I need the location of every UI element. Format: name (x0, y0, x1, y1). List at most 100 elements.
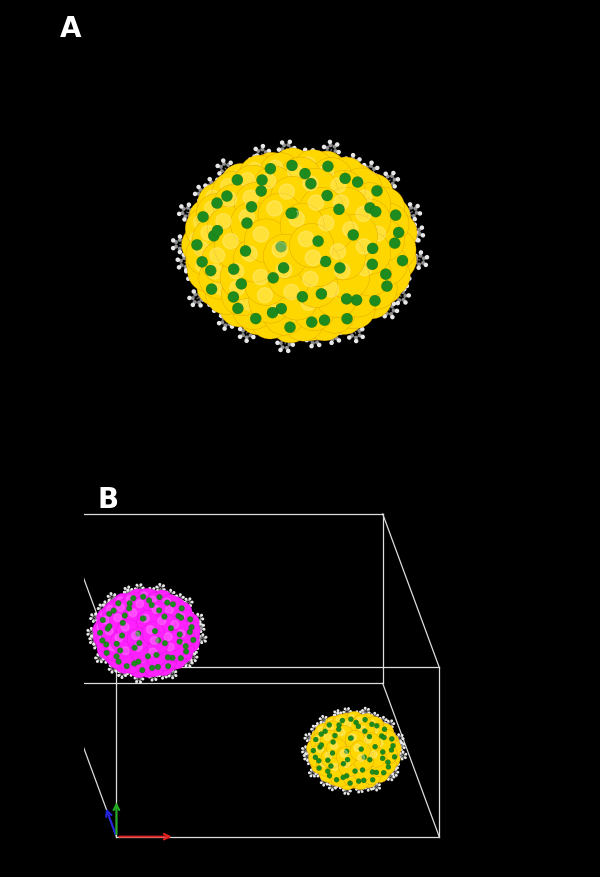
Circle shape (398, 764, 400, 765)
Circle shape (127, 641, 146, 660)
Circle shape (355, 202, 358, 204)
Circle shape (372, 202, 377, 207)
Circle shape (272, 326, 276, 331)
Circle shape (90, 633, 92, 636)
Circle shape (165, 619, 172, 626)
Circle shape (307, 759, 308, 761)
Circle shape (291, 307, 305, 321)
Circle shape (196, 625, 197, 627)
Circle shape (133, 668, 134, 670)
Circle shape (156, 594, 163, 601)
Circle shape (330, 152, 334, 156)
Circle shape (259, 170, 265, 175)
Circle shape (401, 290, 405, 294)
Circle shape (374, 303, 378, 307)
Circle shape (317, 745, 323, 752)
Circle shape (274, 319, 278, 323)
Circle shape (403, 744, 404, 745)
Circle shape (185, 660, 188, 662)
Circle shape (350, 169, 353, 172)
Circle shape (226, 246, 230, 249)
Circle shape (371, 717, 372, 719)
Circle shape (269, 317, 273, 320)
Circle shape (128, 667, 130, 669)
Circle shape (316, 729, 319, 731)
Circle shape (139, 606, 141, 608)
Circle shape (410, 229, 413, 232)
Circle shape (339, 786, 341, 788)
Circle shape (113, 664, 115, 666)
Circle shape (328, 241, 331, 244)
Circle shape (311, 729, 313, 730)
Circle shape (385, 186, 389, 189)
Circle shape (148, 660, 155, 667)
Circle shape (323, 749, 325, 750)
Circle shape (203, 188, 207, 191)
Circle shape (135, 666, 137, 667)
Circle shape (327, 175, 330, 179)
Circle shape (128, 595, 130, 598)
Circle shape (408, 277, 411, 280)
Circle shape (251, 164, 255, 168)
Circle shape (389, 737, 394, 741)
Circle shape (196, 627, 197, 629)
Circle shape (268, 287, 271, 289)
Circle shape (115, 667, 117, 668)
Circle shape (259, 169, 262, 172)
Circle shape (115, 601, 116, 602)
Circle shape (134, 667, 136, 668)
Circle shape (118, 674, 119, 676)
Circle shape (185, 208, 227, 249)
Circle shape (317, 734, 319, 736)
Circle shape (314, 759, 321, 765)
Circle shape (388, 736, 389, 737)
Circle shape (386, 184, 390, 188)
Circle shape (208, 231, 220, 241)
Circle shape (374, 251, 388, 265)
Circle shape (283, 151, 287, 155)
Circle shape (337, 718, 338, 720)
Circle shape (356, 275, 370, 289)
Circle shape (191, 267, 194, 271)
Circle shape (149, 665, 155, 671)
Circle shape (127, 588, 130, 589)
Circle shape (183, 612, 185, 614)
Circle shape (95, 629, 96, 631)
Circle shape (109, 668, 110, 670)
Circle shape (364, 231, 368, 235)
Circle shape (202, 230, 205, 233)
Circle shape (331, 178, 346, 193)
Circle shape (92, 631, 95, 634)
Circle shape (189, 657, 191, 659)
Circle shape (421, 234, 424, 237)
Circle shape (169, 672, 170, 674)
Circle shape (167, 598, 169, 600)
Circle shape (221, 302, 225, 305)
Circle shape (217, 275, 220, 278)
Circle shape (387, 759, 389, 761)
Circle shape (125, 591, 127, 593)
Circle shape (389, 258, 392, 261)
Circle shape (194, 241, 209, 256)
Circle shape (349, 787, 350, 788)
Circle shape (335, 143, 339, 146)
Circle shape (246, 218, 260, 232)
Circle shape (256, 175, 260, 179)
Circle shape (358, 719, 360, 721)
Circle shape (113, 665, 116, 668)
Circle shape (295, 282, 334, 320)
Circle shape (143, 662, 145, 664)
Circle shape (335, 332, 340, 336)
Circle shape (152, 673, 154, 675)
Circle shape (286, 160, 298, 171)
Circle shape (366, 770, 368, 772)
Circle shape (148, 596, 150, 598)
Circle shape (127, 600, 130, 602)
Circle shape (377, 718, 378, 719)
Circle shape (182, 596, 184, 598)
Circle shape (181, 635, 184, 638)
Circle shape (230, 248, 236, 253)
Circle shape (402, 752, 404, 754)
Circle shape (223, 272, 236, 285)
Circle shape (113, 657, 115, 659)
